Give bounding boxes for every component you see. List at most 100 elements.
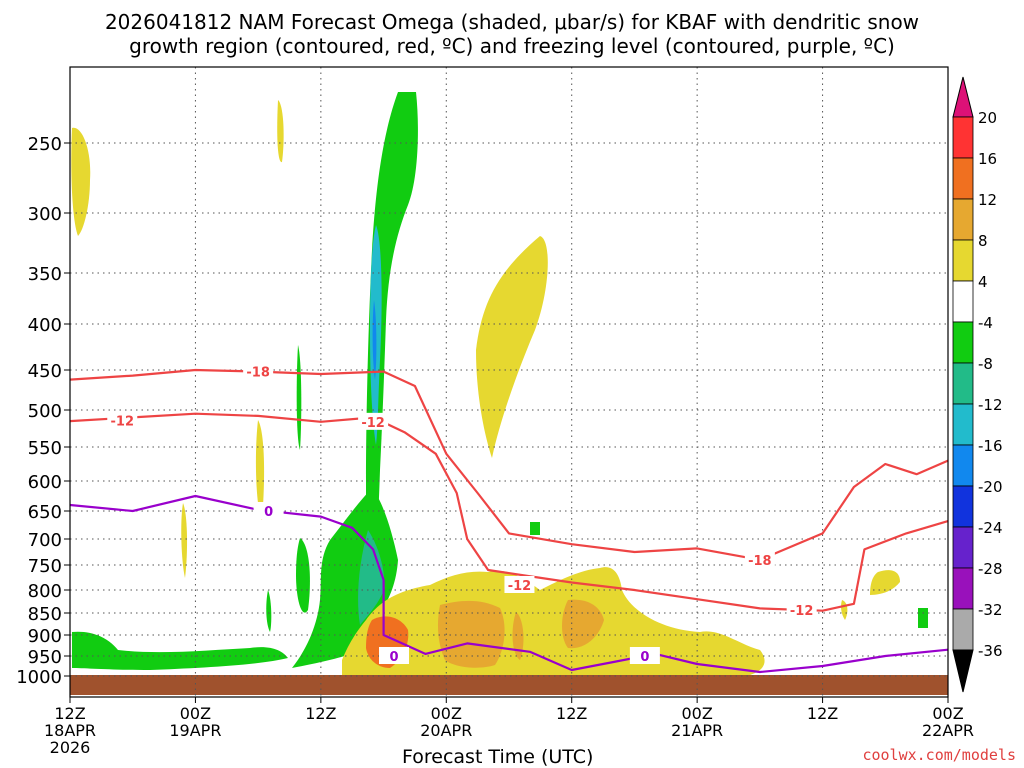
contour-lines: -18 -18 -12 -12 -12 -12 0 0 0 [69, 362, 949, 674]
colorbar-swatch [952, 198, 974, 241]
colorbar-swatch [952, 526, 974, 569]
x-tick-label: 00Z [681, 704, 712, 723]
x-tick-label: 22APR [922, 721, 974, 740]
omega-shade-positive [512, 612, 524, 660]
y-tick-label: 550 [28, 438, 62, 459]
contour-label-bg [379, 647, 410, 664]
contour-label: -12 [361, 416, 385, 431]
colorbar-swatch [952, 567, 974, 610]
omega-shade-positive [841, 600, 848, 620]
y-tick-label: 800 [28, 581, 62, 602]
colorbar-swatch [952, 362, 974, 405]
omega-shade-positive [255, 420, 265, 520]
contour-label-bg [243, 362, 274, 380]
y-tick-label: 600 [28, 472, 62, 493]
x-tick-label: 19APR [169, 721, 221, 740]
colorbar-top-arrow [952, 76, 974, 118]
chart-title-line-2: growth region (contoured, red, ºC) and f… [129, 34, 895, 58]
dendritic-minus12-contour [69, 412, 949, 612]
y-axis: 2503003504004505005506006507007508008509… [16, 134, 70, 688]
contour-label-bg [504, 576, 535, 593]
dendritic-minus18-contour [69, 368, 949, 561]
x-tick-label: 00Z [180, 704, 211, 723]
omega-shade-negative [296, 345, 302, 450]
colorbar-label: -28 [978, 560, 1003, 578]
contour-label-bg [253, 502, 284, 519]
colorbar-swatch [952, 321, 974, 364]
contour-label: -12 [790, 604, 814, 619]
colorbar-label: 4 [978, 273, 988, 291]
colorbar-label: -8 [978, 355, 993, 373]
x-tick-label: 21APR [671, 721, 723, 740]
omega-shade-positive [181, 503, 188, 578]
omega-shade-negative [366, 92, 418, 600]
colorbar-label: -12 [978, 396, 1003, 414]
colorbar-label: -24 [978, 519, 1003, 537]
omega-shade-negative [266, 590, 272, 632]
x-tick-label: 20APR [420, 721, 472, 740]
x-tick-label: 00Z [932, 704, 963, 723]
contour-label-bg [629, 647, 660, 664]
omega-shade-positive [562, 599, 604, 649]
omega-shade-positive [71, 127, 91, 236]
y-tick-label: 450 [28, 361, 62, 382]
omega-shade-negative [372, 300, 377, 380]
colorbar-swatch [952, 444, 974, 487]
colorbar-swatch [952, 485, 974, 528]
omega-shading [71, 92, 928, 677]
grid-lines [69, 67, 949, 697]
colorbar-label: -36 [978, 642, 1003, 660]
omega-shade-negative [918, 608, 928, 628]
y-tick-label: 850 [28, 604, 62, 625]
y-tick-label: 650 [28, 502, 62, 523]
colorbar-label: 20 [978, 109, 997, 127]
y-tick-label: 750 [28, 556, 62, 577]
x-tick-label: 18APR [44, 721, 96, 740]
chart-title-line-1: 2026041812 NAM Forecast Omega (shaded, μ… [104, 10, 920, 34]
omega-shade-positive [870, 570, 900, 595]
colorbar-label: 16 [978, 150, 997, 168]
colorbar-label: -4 [978, 314, 993, 332]
colorbar-label: 8 [978, 232, 988, 250]
x-tick-label: 00Z [431, 704, 462, 723]
x-tick-label: 12Z [807, 704, 838, 723]
ground-strip [70, 675, 948, 695]
colorbar-label: 12 [978, 191, 997, 209]
plot-frame [69, 66, 949, 698]
y-tick-label: 900 [28, 626, 62, 647]
contour-label: -12 [508, 579, 532, 594]
colorbar-bottom-arrow [952, 649, 974, 693]
x-tick-label: 2026 [50, 738, 91, 757]
omega-shade-negative [358, 530, 385, 625]
contour-label: 0 [264, 505, 273, 520]
colorbar-swatch [952, 239, 974, 282]
y-tick-label: 950 [28, 647, 62, 668]
x-axis-title: Forecast Time (UTC) [402, 746, 594, 768]
x-tick-label: 12Z [305, 704, 336, 723]
x-tick-label: 12Z [556, 704, 587, 723]
colorbar-swatch [952, 403, 974, 446]
omega-shade-negative [72, 631, 288, 670]
contour-label: -12 [111, 414, 135, 429]
omega-shade-positive [277, 100, 284, 163]
y-tick-label: 350 [28, 264, 62, 285]
contour-label-bg [358, 412, 389, 430]
colorbar: 20 16 12 8 4 -4 -8 -12 -16 -20 -24 -28 -32 -36 [952, 76, 1003, 693]
contour-label-bg [786, 600, 817, 618]
site-credit: coolwx.com/models [862, 746, 1016, 764]
omega-shade-negative [530, 522, 540, 535]
colorbar-label: -20 [978, 478, 1003, 496]
contour-label-bg [107, 411, 138, 429]
y-tick-label: 300 [28, 204, 62, 225]
y-tick-label: 500 [28, 401, 62, 422]
y-tick-label: 700 [28, 530, 62, 551]
contour-label: 0 [390, 650, 399, 665]
contour-label-bg [744, 550, 775, 568]
omega-shade-positive [476, 236, 548, 458]
omega-shade-positive [437, 600, 505, 668]
contour-label: 0 [640, 650, 649, 665]
y-tick-label: 400 [28, 315, 62, 336]
colorbar-swatch [952, 116, 974, 159]
